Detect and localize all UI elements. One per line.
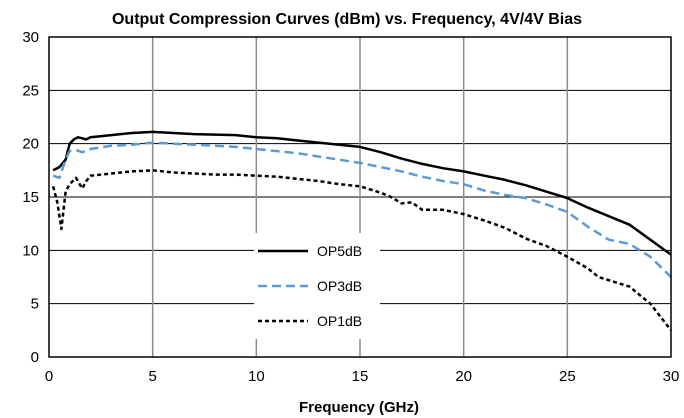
tick-labels: 0 5 10 15 20 25 30 0 5 10 15 20 25 30 (22, 29, 679, 385)
series-line-op3db (52, 141, 672, 278)
x-tick-label: 30 (663, 368, 680, 385)
x-tick-label: 25 (559, 368, 576, 385)
y-tick-label: 15 (22, 189, 39, 206)
x-tick-label: 20 (455, 368, 472, 385)
x-tick-label: 0 (45, 368, 53, 385)
series-layer (51, 130, 672, 332)
y-tick-label: 10 (22, 242, 39, 259)
x-tick-label: 5 (148, 368, 156, 385)
legend-label-op3db: OP3dB (317, 278, 362, 294)
legend-label-op5db: OP5dB (317, 243, 362, 259)
plot-frame (48, 36, 672, 358)
y-tick-label: 20 (22, 136, 39, 153)
x-tick-label: 15 (352, 368, 369, 385)
x-tick-label: 10 (248, 368, 265, 385)
legend: OP5dB OP3dB OP1dB (254, 233, 380, 339)
series-line-op5db (52, 130, 672, 256)
y-tick-label: 25 (22, 82, 39, 99)
series-line-op1db (51, 169, 672, 332)
chart-title: Output Compression Curves (dBm) vs. Freq… (112, 11, 582, 28)
legend-label-op1db: OP1dB (317, 313, 362, 329)
x-axis-label: Frequency (GHz) (299, 399, 419, 416)
y-tick-label: 0 (31, 349, 39, 366)
y-tick-label: 30 (22, 29, 39, 46)
y-tick-label: 5 (31, 296, 39, 313)
